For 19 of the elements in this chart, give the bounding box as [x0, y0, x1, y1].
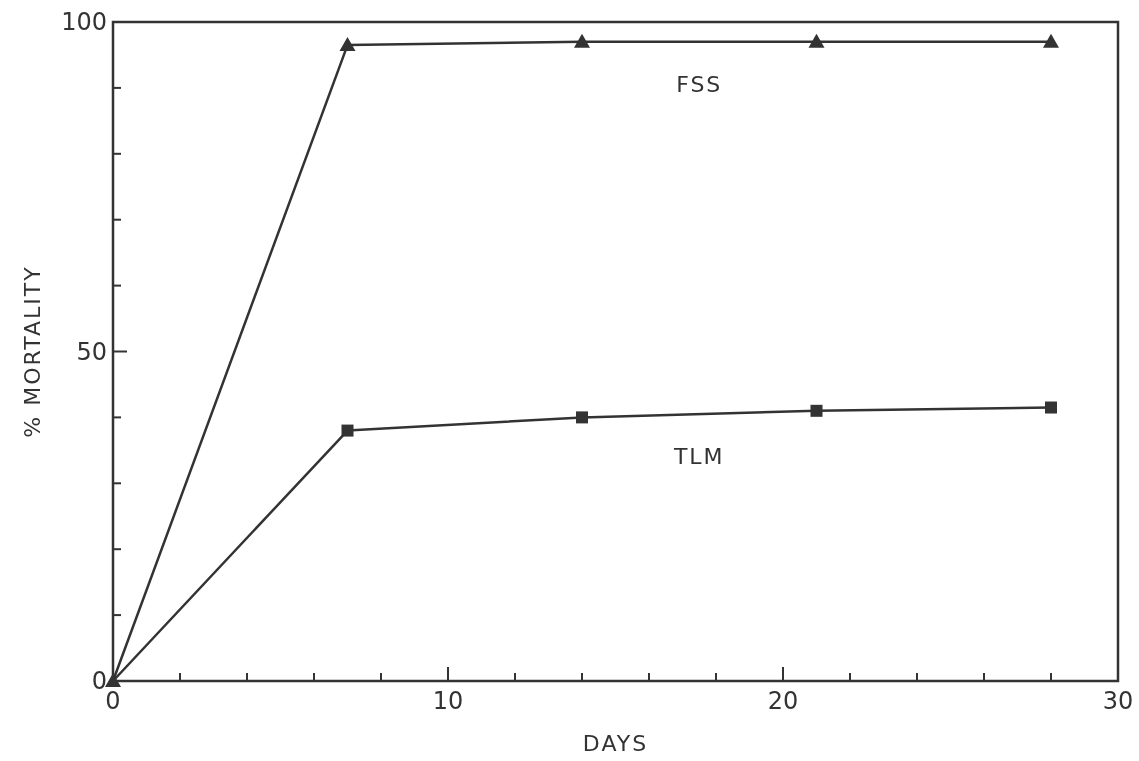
y-tick-label: 50: [76, 337, 107, 366]
point: [576, 411, 588, 424]
point: [339, 37, 356, 52]
series-label: FSS: [676, 71, 723, 97]
y-tick-label: 0: [91, 667, 107, 695]
x-tick-label: 10: [432, 687, 464, 715]
point: [105, 673, 121, 687]
point: [341, 424, 354, 437]
y-axis-title: % MORTALITY: [20, 265, 45, 438]
x-axis-title: DAYS: [582, 731, 649, 756]
point: [1045, 401, 1057, 414]
point: [810, 404, 823, 417]
point: [1043, 33, 1059, 48]
x-tick-label: 20: [767, 687, 799, 715]
series-label: TLM: [672, 444, 725, 470]
y-tick-label: 100: [61, 8, 107, 36]
x-tick-label: 30: [1102, 687, 1134, 715]
point: [574, 33, 590, 48]
point: [808, 33, 825, 48]
